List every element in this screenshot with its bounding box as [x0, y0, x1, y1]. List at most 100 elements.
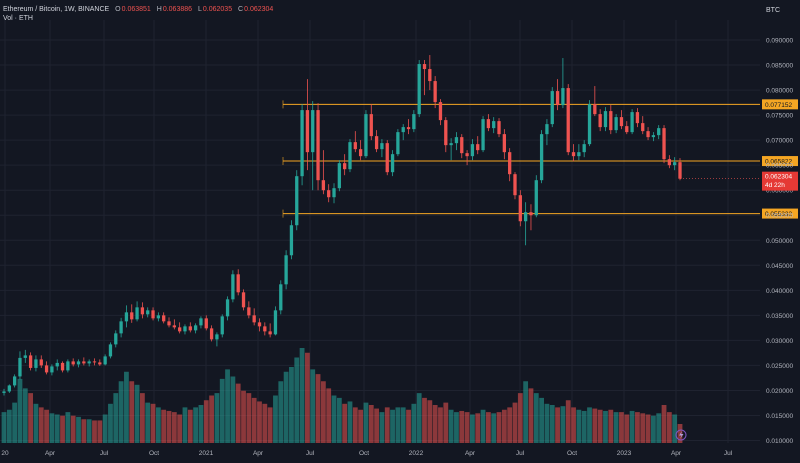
price-tick-label: 0.065000	[766, 163, 793, 170]
volume-bar	[320, 381, 326, 443]
candle-body	[241, 292, 246, 308]
volume-bar	[235, 383, 241, 443]
candle-body	[263, 326, 267, 332]
time-tick-label: Apr	[671, 450, 682, 457]
candle-body	[481, 119, 485, 151]
level-price-badge	[762, 208, 798, 219]
volume-bar	[108, 403, 113, 443]
candle-body	[337, 163, 341, 189]
candle-body	[55, 362, 59, 367]
candle-body	[178, 327, 182, 332]
volume-bar	[528, 388, 534, 443]
volume-bar	[331, 395, 337, 443]
candle-body	[673, 162, 677, 166]
time-tick-label: 2023	[617, 450, 632, 457]
grid-lines	[0, 20, 760, 443]
lightning-icon[interactable]	[675, 429, 687, 441]
candle-body	[332, 188, 336, 198]
candle-body	[428, 69, 432, 82]
volume-bar	[368, 405, 374, 443]
volume-bar	[187, 409, 193, 443]
volume-bar	[629, 410, 635, 443]
volume-bar	[251, 397, 257, 443]
candle-body	[465, 153, 469, 157]
candle-body	[183, 326, 187, 332]
candle-body	[508, 152, 512, 175]
volume-bar	[640, 413, 646, 443]
lightning-icon-circle[interactable]	[675, 429, 687, 441]
candle-body	[476, 144, 480, 151]
price-tick-label: 0.075000	[766, 113, 793, 120]
volume-bar	[209, 395, 214, 443]
candle-body	[385, 143, 389, 173]
level-price-badge	[762, 156, 798, 167]
current-price-label: 0.062304	[765, 174, 792, 181]
candle-body	[614, 117, 618, 131]
volume-bar	[70, 415, 76, 443]
price-tick-label: 0.050000	[766, 238, 793, 245]
volume-bar	[619, 412, 624, 443]
volume-bar	[134, 384, 140, 443]
close-label: C	[238, 6, 244, 13]
volume-bar	[470, 414, 475, 443]
volume-bar	[459, 410, 465, 443]
candle-body	[529, 212, 533, 216]
symbol-legend: Ethereum / Bitcoin, 1W, BINANCE O0.06385…	[3, 5, 277, 15]
volume-bar	[65, 412, 71, 443]
volume-bar	[219, 378, 225, 443]
candle-body	[598, 114, 602, 128]
candle-body	[582, 144, 586, 153]
time-tick-label: Jul	[516, 450, 525, 457]
volume-bar	[422, 397, 427, 443]
symbol-title[interactable]: Ethereum / Bitcoin, 1W, BINANCE	[3, 6, 110, 13]
volume-bar	[182, 407, 188, 443]
candle-body	[545, 124, 549, 135]
candle-body	[577, 152, 581, 157]
candle-body	[193, 325, 198, 331]
volume-bars	[1, 348, 683, 443]
volume-bar	[363, 402, 369, 443]
volume-bar	[507, 407, 513, 443]
candle-body	[247, 307, 251, 316]
volume-bar	[384, 407, 390, 443]
candle-body	[396, 132, 400, 155]
volume-bar	[395, 407, 401, 443]
candle-body	[571, 152, 576, 157]
candle-body	[486, 119, 491, 129]
candle-body	[470, 144, 475, 157]
candle-body	[422, 64, 427, 70]
volume-legend[interactable]: Vol · ETH	[3, 15, 33, 22]
candle-body	[311, 110, 315, 153]
volume-bar	[299, 348, 305, 443]
candle-body	[236, 274, 240, 293]
price-tick-label: 0.060000	[766, 188, 793, 195]
candle-body	[646, 131, 650, 138]
volume-bar	[650, 415, 656, 443]
candle-body	[7, 385, 11, 392]
volume-bar	[539, 397, 545, 443]
price-axis[interactable]: 0.090000 0.085000 0.080000 0.075000 0.070000…	[766, 38, 793, 445]
volume-bar	[166, 410, 172, 443]
candle-body	[657, 128, 661, 136]
level-price-badge	[762, 99, 798, 110]
open-label: O	[115, 6, 121, 13]
time-axis[interactable]: 20 Apr Jul Oct 2021 Apr Jul Oct 2022 Apr Jul Oct 202…	[1, 450, 732, 457]
candle-body	[625, 126, 629, 133]
candle-body	[662, 128, 666, 160]
volume-bar	[262, 403, 268, 443]
candle-body	[140, 307, 145, 315]
candle-body	[566, 88, 570, 153]
volume-bar	[374, 408, 379, 443]
candle-body	[438, 102, 443, 121]
candle-body	[678, 162, 682, 179]
volume-bar	[60, 415, 65, 443]
candle-body	[555, 91, 560, 106]
candles	[2, 55, 682, 396]
time-tick-label: Apr	[465, 450, 476, 457]
candle-body	[497, 121, 501, 135]
volume-bar	[443, 402, 449, 443]
volume-bar	[155, 407, 161, 443]
